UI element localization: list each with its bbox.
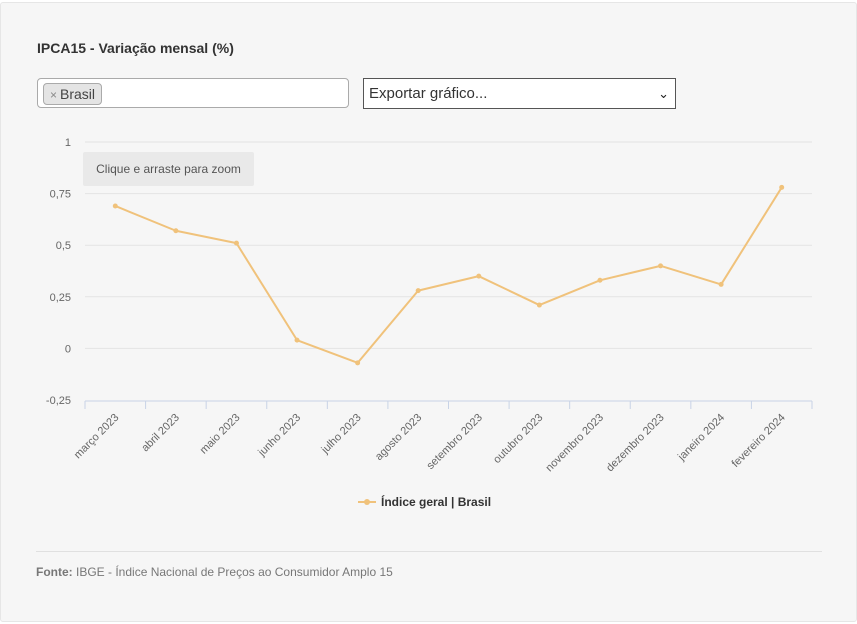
series-line (114, 186, 783, 364)
region-filter-input[interactable]: × Brasil (37, 78, 349, 108)
data-point (779, 184, 785, 190)
y-tick-label: -0,25 (46, 395, 71, 407)
data-point (294, 337, 300, 343)
y-tick-label: 0,75 (50, 189, 71, 201)
data-point (415, 288, 421, 294)
data-point (355, 360, 361, 366)
x-tick-label: agosto 2023 (373, 412, 424, 463)
data-point (597, 277, 603, 283)
x-tick-label: outubro 2023 (491, 412, 545, 466)
data-point (233, 240, 239, 246)
x-tick-label: março 2023 (72, 412, 122, 462)
x-tick-label: janeiro 2024 (675, 412, 727, 464)
region-tag[interactable]: × Brasil (43, 83, 103, 105)
source-label: Fonte: (36, 565, 73, 579)
data-point (173, 228, 179, 234)
export-select-value: Exportar gráfico... (369, 85, 488, 102)
x-tick-label: maio 2023 (198, 412, 243, 457)
export-chart-select[interactable]: Exportar gráfico... ⌄ (363, 78, 676, 109)
zoom-tooltip: Clique e arraste para zoom (83, 152, 254, 186)
x-tick-label: abril 2023 (139, 412, 182, 455)
data-point (658, 263, 664, 269)
data-point (718, 281, 724, 287)
y-tick-label: 0,25 (50, 292, 71, 304)
x-tick-label: junho 2023 (255, 412, 303, 460)
chevron-down-icon: ⌄ (658, 86, 669, 101)
source-note: Fonte: IBGE - Índice Nacional de Preços … (36, 565, 393, 579)
region-tag-label: Brasil (60, 86, 96, 102)
x-tick-label: novembro 2023 (544, 412, 607, 475)
x-tick-label: setembro 2023 (425, 412, 485, 472)
y-tick-label: 1 (65, 137, 71, 149)
x-tick-label: dezembro 2023 (604, 412, 667, 475)
x-tick-label: julho 2023 (319, 412, 364, 457)
data-point (112, 203, 118, 209)
legend-line-marker-icon (358, 497, 376, 507)
divider (36, 551, 822, 552)
chart-legend[interactable]: Índice geral | Brasil (358, 495, 491, 509)
remove-tag-icon[interactable]: × (50, 88, 58, 102)
chart-title: IPCA15 - Variação mensal (%) (37, 40, 234, 56)
data-point (536, 302, 542, 308)
y-tick-label: 0 (65, 343, 71, 355)
data-point (476, 273, 482, 279)
source-text: IBGE - Índice Nacional de Preços ao Cons… (76, 565, 393, 579)
y-tick-label: 0,5 (56, 240, 71, 252)
x-tick-label: fevereiro 2024 (730, 412, 788, 470)
legend-label: Índice geral | Brasil (381, 495, 492, 509)
